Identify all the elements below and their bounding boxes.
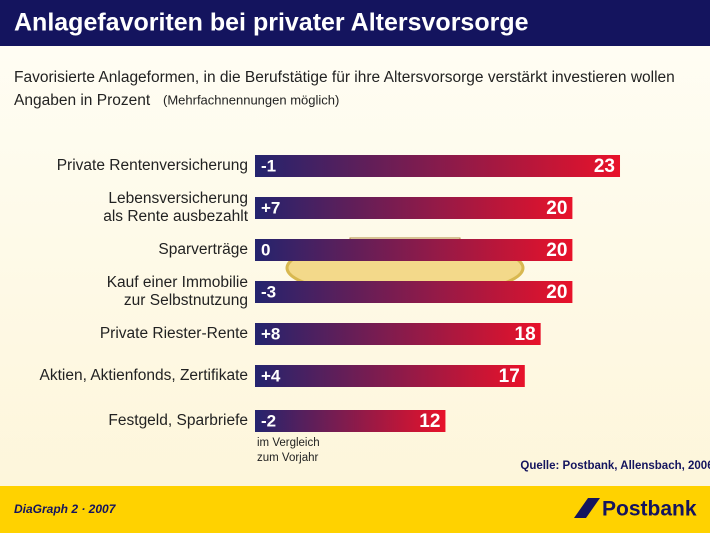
bar [255,410,446,432]
change-label: -3 [261,282,276,301]
logo-mark [574,498,600,518]
unit-label: Angaben in Prozent [14,92,151,109]
value-label: 20 [546,198,567,219]
value-label: 20 [546,240,567,261]
change-note: im Vergleich [257,437,320,449]
bar [255,365,525,387]
category-label: Festgeld, Sparbriefe [108,412,248,429]
bar [255,239,573,261]
value-label: 23 [594,156,615,177]
unit-note: (Mehrfachnennungen möglich) [163,92,339,107]
change-note: zum Vorjahr [257,452,319,464]
change-label: +7 [261,198,280,217]
subtitle: Favorisierte Anlageformen, in die Berufs… [14,69,675,86]
category-label: Private Rentenversicherung [57,157,248,174]
bar [255,155,621,177]
change-label: 0 [261,240,270,259]
change-label: +4 [261,366,281,385]
change-label: -1 [261,156,276,175]
footer: DiaGraph 2 · 2007 [14,502,117,516]
category-label: Kauf einer Immobilie [107,274,248,291]
category-label: als Rente ausbezahlt [103,208,248,225]
value-label: 17 [499,366,520,387]
value-label: 18 [515,324,536,345]
value-label: 20 [546,282,567,303]
category-label: Aktien, Aktienfonds, Zertifikate [40,367,249,384]
change-label: +8 [261,324,280,343]
bar [255,281,573,303]
category-label: Sparverträge [158,241,248,258]
bar [255,323,541,345]
category-label: Private Riester-Rente [100,325,248,342]
source: Quelle: Postbank, Allensbach, 2006 [520,460,710,472]
bar [255,197,573,219]
category-label: zur Selbstnutzung [124,292,248,309]
change-label: -2 [261,411,276,430]
brand: Postbank [602,498,697,521]
category-label: Lebensversicherung [108,190,248,207]
chart-title: Anlagefavoriten bei privater Altersvorso… [14,9,529,37]
header [0,0,710,46]
value-label: 12 [419,411,440,432]
